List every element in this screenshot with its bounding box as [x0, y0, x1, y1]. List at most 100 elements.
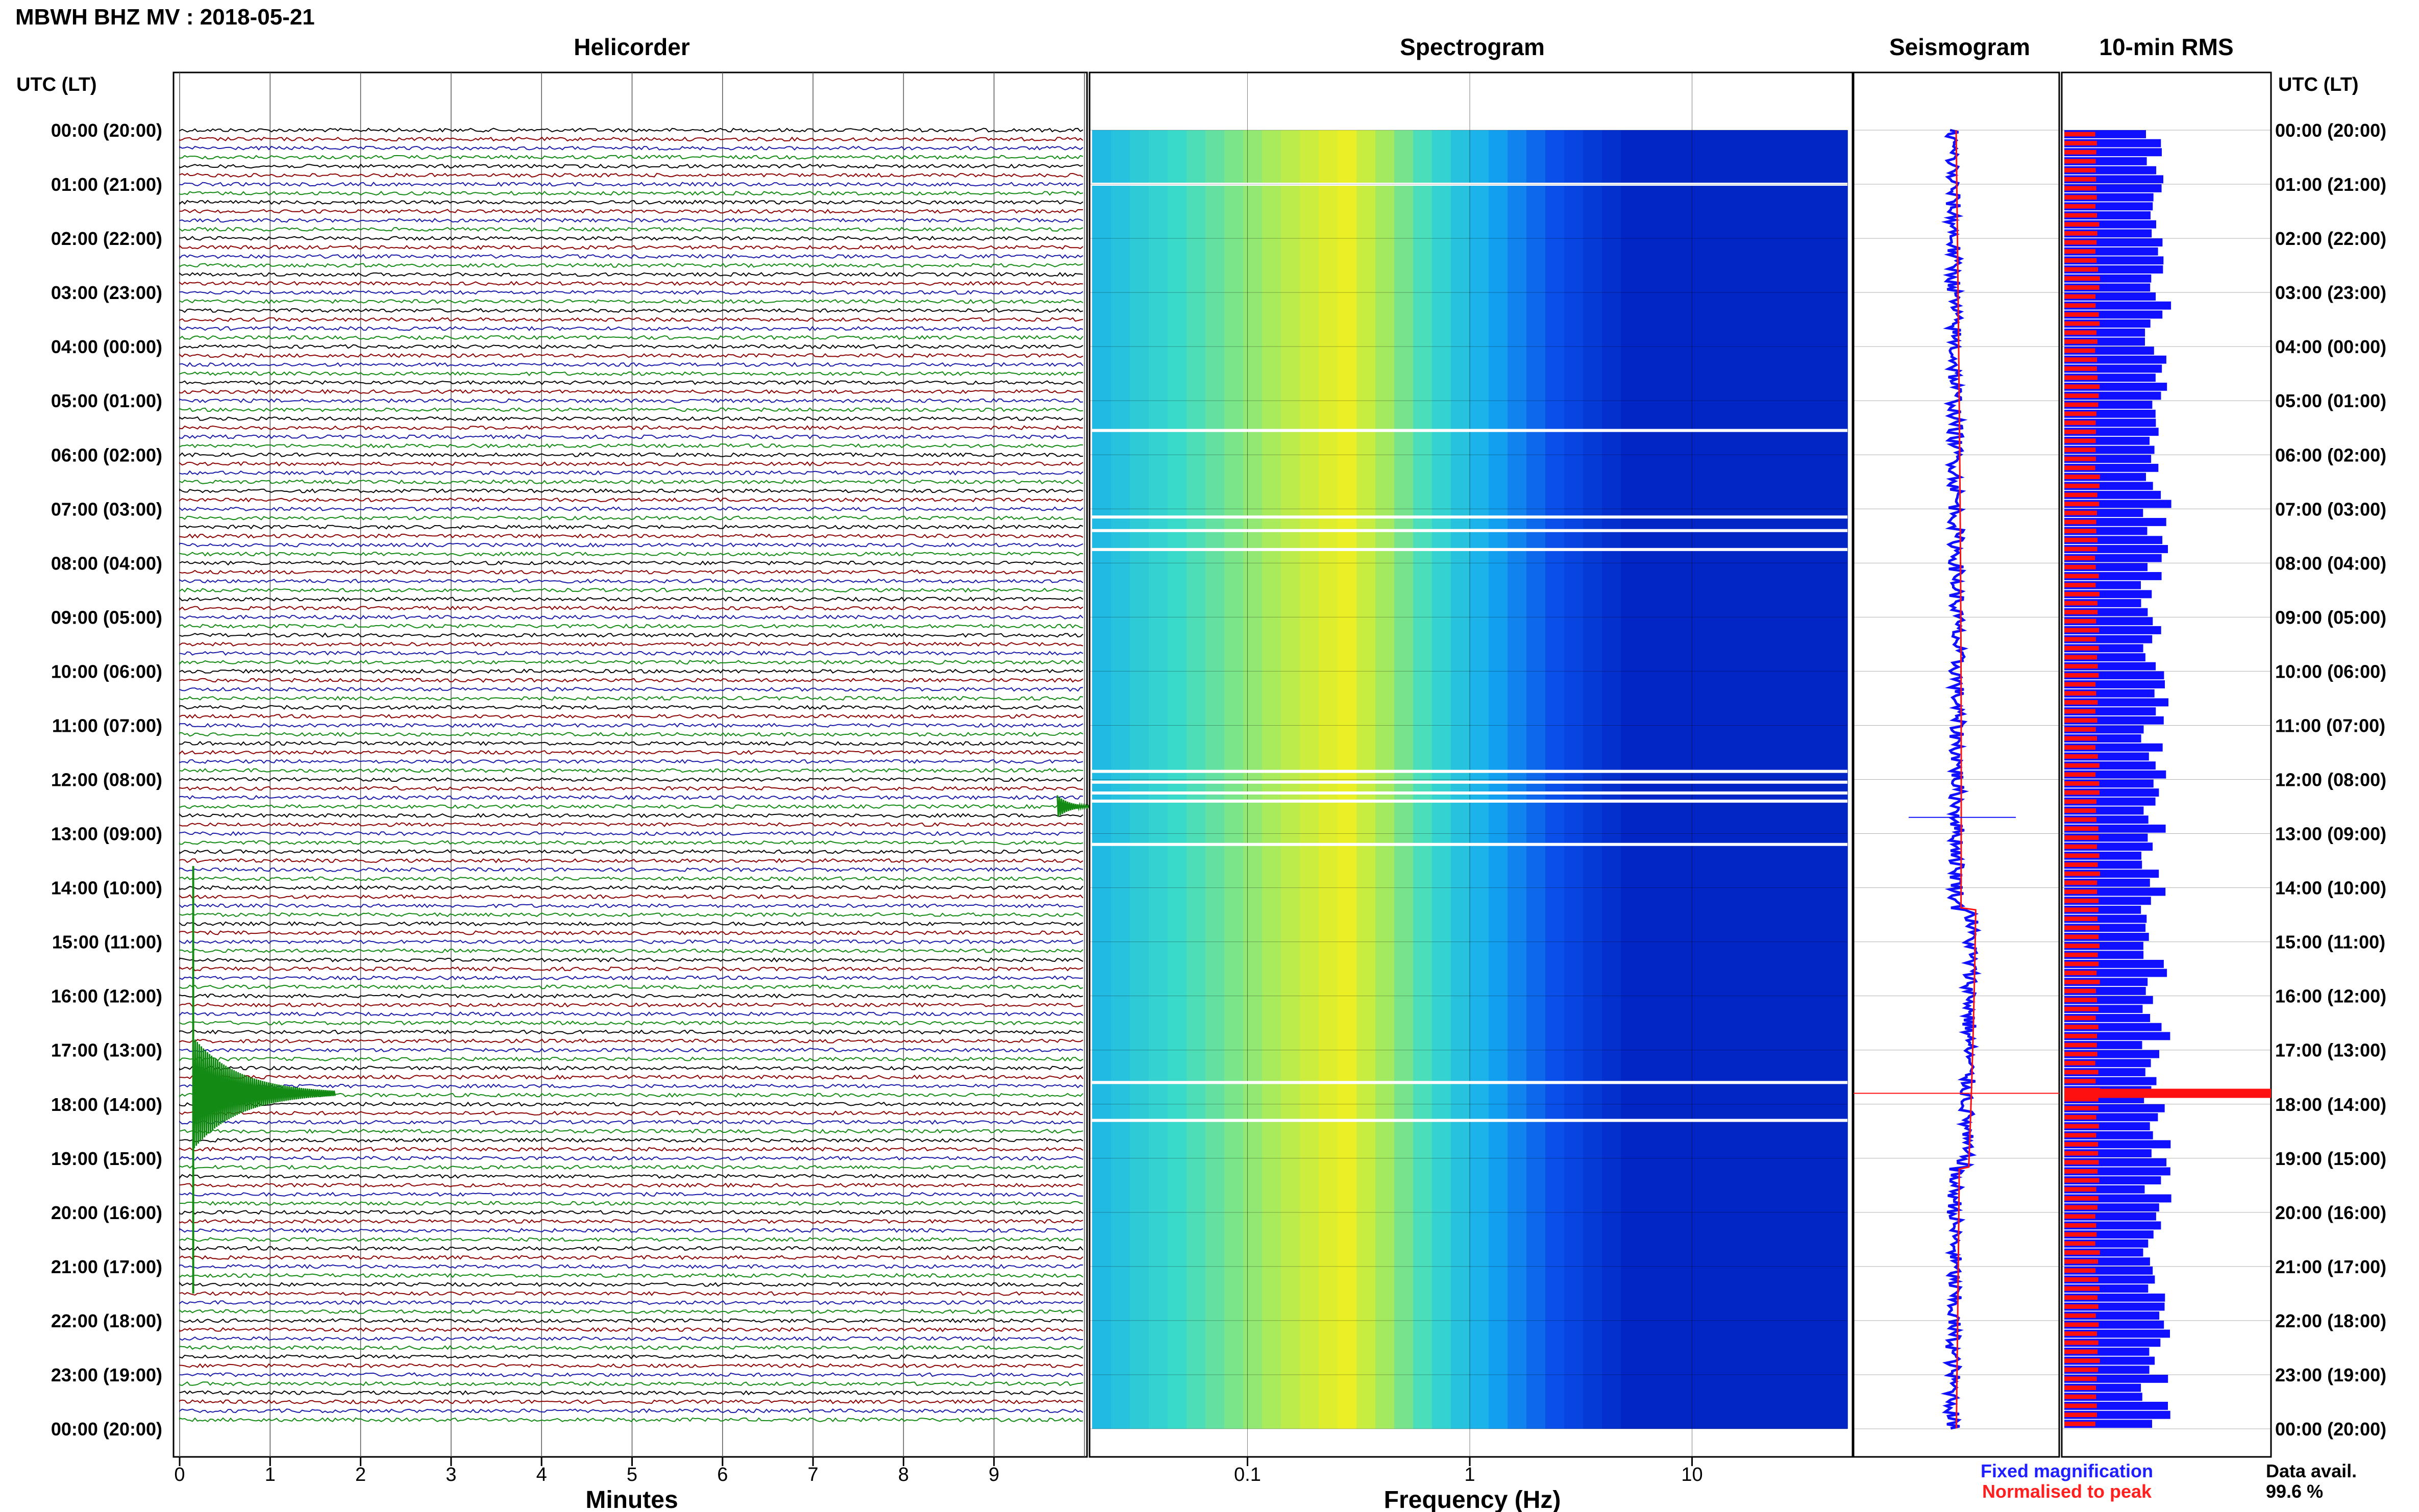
- time-labels: 00:00 (20:00) 00:00 (20:00) 01:00 (21:00) 0…: [51, 120, 2386, 1440]
- helicorder-trace: [179, 290, 1083, 295]
- spectrogram-band: [1602, 130, 1621, 1429]
- helicorder-trace: [179, 1219, 1083, 1224]
- time-label-right: 13:00 (09:00): [2275, 824, 2386, 845]
- spectrogram-band: [1621, 130, 1640, 1429]
- rms-bar-normalised: [2064, 357, 2097, 362]
- time-label-left: 03:00 (23:00): [51, 282, 162, 303]
- helicorder-trace: [179, 1101, 1083, 1107]
- rms-bar-normalised: [2064, 330, 2096, 335]
- spectrogram-band: [1149, 130, 1168, 1429]
- helicorder-trace: [179, 434, 1083, 439]
- rms-bar-normalised: [2064, 1241, 2095, 1246]
- helicorder-trace: [179, 912, 1083, 918]
- helicorder-trace: [179, 326, 1083, 331]
- spectrogram-band: [1281, 130, 1300, 1429]
- spectrogram-band: [1375, 130, 1395, 1429]
- helicorder-trace: [179, 587, 1083, 593]
- rms-bar-normalised: [2064, 979, 2100, 984]
- rms-bar-normalised: [2064, 673, 2099, 678]
- spectrogram-gap: [1091, 791, 1847, 795]
- spectrogram-band: [1715, 130, 1735, 1429]
- helicorder-tick-label: 9: [989, 1464, 999, 1485]
- time-axis-label-right: UTC (LT): [2278, 74, 2359, 95]
- helicorder-trace: [179, 542, 1083, 548]
- helicorder-trace: [179, 163, 1083, 169]
- rms-bar-normalised: [2064, 1187, 2096, 1192]
- time-label-right: 23:00 (19:00): [2275, 1365, 2386, 1385]
- rms-bar-normalised: [2064, 1079, 2096, 1084]
- helicorder-trace: [179, 831, 1083, 836]
- seismogram-trace-normalised: [1955, 130, 1977, 1429]
- helicorder-trace: [179, 1210, 1083, 1215]
- helicorder-tick-label: 2: [355, 1464, 366, 1485]
- rms-bar-normalised: [2064, 258, 2097, 263]
- helicorder-trace: [179, 299, 1083, 304]
- rms-bar-normalised: [2064, 1259, 2099, 1264]
- time-label-right: 14:00 (10:00): [2275, 878, 2386, 899]
- rms-bar-normalised: [2064, 1367, 2099, 1372]
- spectrogram-band: [1356, 130, 1376, 1429]
- rms-bar-normalised: [2064, 312, 2099, 317]
- rms-bar-normalised: [2064, 664, 2098, 669]
- rms-bar-normalised: [2064, 637, 2096, 642]
- time-label-right: 00:00 (20:00): [2275, 1419, 2386, 1440]
- rms-bar-normalised: [2064, 862, 2098, 867]
- helicorder-trace: [179, 849, 1083, 855]
- time-label-right: 04:00 (00:00): [2275, 336, 2386, 357]
- helicorder-trace: [179, 605, 1083, 611]
- spectrogram-gap: [1091, 1081, 1847, 1084]
- spectrogram-band: [1810, 130, 1829, 1429]
- data-avail-value: 99.6 %: [2266, 1481, 2323, 1502]
- helicorder-trace: [179, 1345, 1083, 1350]
- helicorder-trace: [179, 930, 1083, 935]
- helicorder-trace: [179, 407, 1083, 412]
- helicorder-trace: [179, 1363, 1083, 1369]
- rms-bar-normalised: [2064, 1421, 2095, 1426]
- spectrogram-band: [1451, 130, 1470, 1429]
- rms-bar-normalised: [2064, 790, 2100, 795]
- rms-bar-normalised: [2064, 1133, 2096, 1138]
- helicorder-trace: [179, 1083, 1083, 1089]
- rms-bar-normalised: [2064, 1097, 2099, 1102]
- spectrogram-band: [1130, 130, 1149, 1429]
- helicorder-trace: [179, 822, 1083, 827]
- rms-bar-normalised: [2064, 177, 2096, 182]
- helicorder-trace: [179, 182, 1083, 187]
- time-label-left: 13:00 (09:00): [51, 824, 162, 845]
- rms-bar-normalised: [2064, 601, 2097, 606]
- helicorder-trace: [179, 678, 1083, 683]
- helicorder-trace: [179, 975, 1083, 981]
- helicorder-trace: [179, 1399, 1083, 1404]
- helicorder-trace: [179, 1164, 1083, 1170]
- helicorder-trace: [179, 1327, 1083, 1332]
- helicorder-trace: [179, 227, 1083, 232]
- rms-bar-normalised: [2064, 718, 2097, 723]
- spectrogram-gap: [1091, 842, 1847, 846]
- time-label-left: 02:00 (22:00): [51, 228, 162, 249]
- helicorder-frame: [172, 71, 1088, 1458]
- helicorder-trace: [179, 452, 1083, 458]
- helicorder-trace: [179, 569, 1083, 575]
- rms-bar-normalised: [2064, 817, 2096, 822]
- helicorder-tick-label: 1: [265, 1464, 276, 1485]
- rms-bar-normalised: [2064, 628, 2100, 633]
- helicorder-trace: [179, 317, 1083, 322]
- spectrogram-tick-label: 0.1: [1234, 1464, 1261, 1485]
- rms-bar-normalised: [2064, 213, 2097, 218]
- spectrogram-band: [1224, 130, 1244, 1429]
- spectrogram-band: [1753, 130, 1772, 1429]
- time-label-right: 00:00 (20:00): [2275, 120, 2386, 141]
- rms-bar-normalised: [2064, 348, 2095, 353]
- time-label-right: 12:00 (08:00): [2275, 770, 2386, 790]
- rms-bar-normalised: [2064, 294, 2095, 299]
- helicorder-trace: [179, 966, 1083, 972]
- helicorder-trace: [179, 1309, 1083, 1314]
- time-label-left: 09:00 (05:00): [51, 607, 162, 628]
- helicorder-trace: [179, 1147, 1083, 1152]
- rms-bar-normalised: [2064, 1169, 2098, 1174]
- helicorder-trace: [179, 488, 1083, 493]
- rms-bar-normalised: [2064, 547, 2097, 552]
- rms-bar-normalised: [2064, 799, 2096, 804]
- helicorder-trace: [179, 740, 1083, 746]
- helicorder-trace: [179, 867, 1083, 873]
